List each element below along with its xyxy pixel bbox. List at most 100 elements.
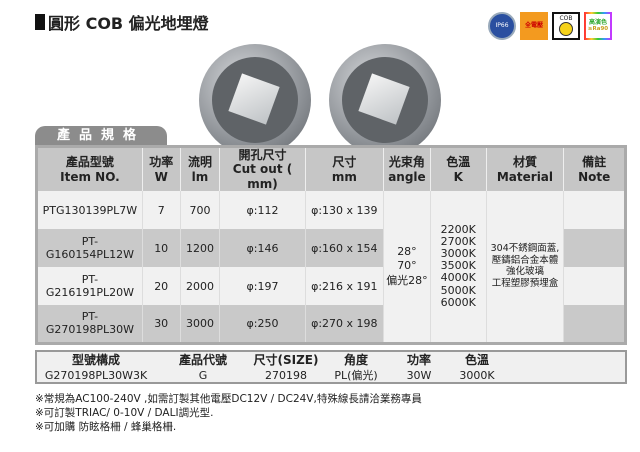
column-header: 開孔尺寸 Cut out ( mm) xyxy=(219,146,306,192)
table-row: PT-G270198PL30W 30 3000 φ:250 φ:270 x 198 xyxy=(36,305,626,344)
note-cell xyxy=(563,229,626,268)
note-cell xyxy=(563,191,626,230)
title-marker xyxy=(35,14,45,30)
header-zh: 流明 xyxy=(187,155,212,170)
column-header: 色溫 K xyxy=(430,146,487,192)
model-code-value: 3000K xyxy=(459,369,495,382)
cri-label: 高演色 xyxy=(588,18,607,26)
table-cell: φ:130 x 139 xyxy=(305,191,385,230)
table-cell: φ:197 xyxy=(219,267,306,306)
header-en: angle xyxy=(388,169,426,184)
column-header: 光束角 angle xyxy=(383,146,431,192)
model-code-header: 產品代號 xyxy=(178,353,227,367)
color-temp-value: 5000K xyxy=(440,283,476,297)
table-cell: φ:160 x 154 xyxy=(305,229,385,268)
header-en: W xyxy=(154,169,168,184)
model-code-value: G270198PL30W3K xyxy=(44,369,148,382)
model-code-header: 功率 xyxy=(406,353,431,367)
material-line: 壓鑄鋁合金本體 xyxy=(491,254,559,266)
model-code-column: 產品代號 G xyxy=(155,352,251,382)
color-temp-value: 3000K xyxy=(440,247,476,261)
section-tab: 產品規格 xyxy=(35,126,167,146)
table-cell: PT-G270198PL30W xyxy=(36,305,143,344)
table-header: 產品型號 Item NO. 功率 W 流明 lm 開孔尺寸 Cut out ( mm) 尺寸 mm… xyxy=(36,146,626,192)
feature-badges: IP66 全電壓 COB 高演色 ≥Ra90 xyxy=(488,12,612,40)
table-cell: 700 xyxy=(180,191,221,230)
model-code-column: 功率 30W xyxy=(391,352,447,382)
model-code-header: 色溫 xyxy=(464,353,489,367)
header-en: Cut out ( mm) xyxy=(232,162,293,191)
header-zh: 開孔尺寸 xyxy=(238,148,287,162)
header-zh: 材質 xyxy=(512,155,537,170)
header-zh: 色溫 xyxy=(446,155,471,170)
table-cell: 2000 xyxy=(180,267,221,306)
note-cell xyxy=(563,267,626,306)
note-line: ※可訂製TRIAC/ 0-10V / DALI調光型. xyxy=(35,407,214,419)
table-cell: PTG130139PL7W xyxy=(36,191,143,230)
table-cell: 3000 xyxy=(180,305,221,344)
cob-icon: COB xyxy=(552,12,580,40)
page-title: 圓形 COB 偏光地埋燈 xyxy=(35,10,209,34)
header-en: mm xyxy=(331,169,357,184)
column-header: 產品型號 Item NO. xyxy=(36,146,143,192)
voltage-label: 全電壓 xyxy=(524,21,543,29)
column-header: 材質 Material xyxy=(486,146,565,192)
color-temp-value: 2700K xyxy=(440,235,476,249)
table-cell: 7 xyxy=(142,191,181,230)
header-zh: 光束角 xyxy=(388,155,425,170)
model-code-column: 型號構成 G270198PL30W3K xyxy=(37,352,155,382)
ip66-icon: IP66 xyxy=(488,12,516,40)
header-en: Item NO. xyxy=(60,169,120,184)
model-code-value: 270198 xyxy=(265,369,307,382)
cri-sub-label: ≥Ra90 xyxy=(587,26,609,33)
table-cell: φ:216 x 191 xyxy=(305,267,385,306)
color-temp-value: 4000K xyxy=(440,271,476,285)
header-zh: 產品型號 xyxy=(65,155,114,170)
model-code-value: PL(偏光) xyxy=(334,369,378,382)
angle-value: 28° xyxy=(397,244,417,258)
column-header: 流明 lm xyxy=(180,146,221,192)
table-row: PTG130139PL7W 7 700 φ:112 φ:130 x 139 28° 70° 偏… xyxy=(36,191,626,344)
high-cri-icon: 高演色 ≥Ra90 xyxy=(584,12,612,40)
material-line: 304不銹鋼面蓋, xyxy=(490,242,560,254)
model-code-box: 型號構成 G270198PL30W3K 產品代號 G 尺寸(SIZE) 270198 角度 P… xyxy=(35,350,627,384)
model-code-header: 尺寸(SIZE) xyxy=(253,353,319,367)
color-temp-cell: 2200K 2700K 3000K 3500K 4000K 5000K 6000K xyxy=(430,191,487,344)
column-header: 功率 W xyxy=(142,146,181,192)
model-code-column: 尺寸(SIZE) 270198 xyxy=(251,352,321,382)
table-cell: 30 xyxy=(142,305,181,344)
ip-label: IP66 xyxy=(495,21,509,29)
header-en: Material xyxy=(496,169,554,184)
cob-dot xyxy=(559,22,573,37)
note-line: ※常規為AC100-240V ,如需訂製其他電壓DC12V / DC24V,特殊… xyxy=(35,393,422,405)
header-en: Note xyxy=(578,169,611,184)
note-cell xyxy=(563,305,626,344)
spec-table: 產品型號 Item NO. 功率 W 流明 lm 開孔尺寸 Cut out ( mm) 尺寸 mm… xyxy=(35,145,627,345)
table-cell: φ:250 xyxy=(219,305,306,344)
angle-cell: 28° 70° 偏光28° xyxy=(383,191,431,344)
angle-value: 偏光28° xyxy=(386,273,428,287)
table-cell: φ:270 x 198 xyxy=(305,305,385,344)
column-header: 尺寸 mm xyxy=(305,146,385,192)
model-code-header: 角度 xyxy=(343,353,368,367)
table-cell: φ:112 xyxy=(219,191,306,230)
angle-value: 70° xyxy=(397,259,417,273)
table-cell: PT-G216191PL20W xyxy=(36,267,143,306)
model-code-header: 型號構成 xyxy=(71,353,120,367)
table-row: PT-G160154PL12W 10 1200 φ:146 φ:160 x 154 xyxy=(36,229,626,268)
model-code-value: G xyxy=(198,369,208,382)
material-cell: 304不銹鋼面蓋, 壓鑄鋁合金本體 強化玻璃 工程塑膠預埋盒 xyxy=(486,191,565,344)
table-cell: 1200 xyxy=(180,229,221,268)
header-en: lm xyxy=(191,169,209,184)
product-image-2 xyxy=(329,44,441,156)
material-line: 工程塑膠預埋盒 xyxy=(491,278,559,290)
model-code-value: 30W xyxy=(406,369,432,382)
table-cell: 20 xyxy=(142,267,181,306)
color-temp-value: 3500K xyxy=(440,259,476,273)
column-header: 備註 Note xyxy=(563,146,626,192)
product-image-1 xyxy=(199,44,311,156)
full-voltage-icon: 全電壓 xyxy=(520,12,548,40)
notes: ※常規為AC100-240V ,如需訂製其他電壓DC12V / DC24V,特殊… xyxy=(35,392,422,434)
header-zh: 功率 xyxy=(149,155,174,170)
title-text: 圓形 COB 偏光地埋燈 xyxy=(48,14,209,33)
